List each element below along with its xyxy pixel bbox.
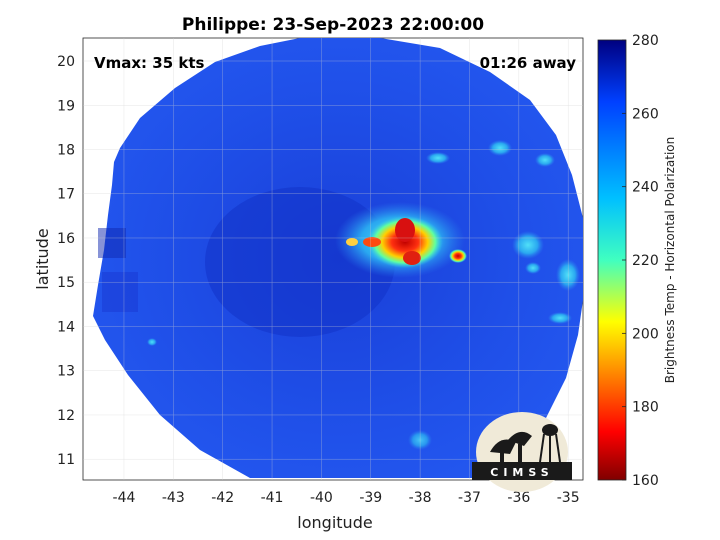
cold-cloud-top <box>363 237 381 247</box>
cold-cloud-top <box>395 218 415 242</box>
vmax-label: Vmax: 35 kts <box>94 54 204 72</box>
cloud-patch <box>548 312 572 324</box>
colorbar-tick-label: 180 <box>632 400 659 416</box>
y-axis-label: latitude <box>33 228 52 289</box>
cold-cloud-top <box>346 238 358 246</box>
y-tick-label: 15 <box>57 275 75 291</box>
cold-cloud-top <box>449 249 467 263</box>
y-tick-label: 11 <box>57 452 75 468</box>
grid <box>83 38 583 480</box>
colorbar <box>597 39 627 481</box>
x-tick-label: -41 <box>261 490 284 506</box>
logo-text: CIMSS <box>490 466 553 479</box>
colorbar-tick-label: 260 <box>632 106 659 122</box>
colorbar-tick-label: 280 <box>632 33 659 49</box>
cloud-patch <box>488 140 512 156</box>
y-tick-label: 20 <box>57 54 75 70</box>
x-axis-label: longitude <box>297 513 372 532</box>
swath-layer <box>93 38 583 478</box>
x-tick-label: -38 <box>409 490 432 506</box>
x-tick-label: -37 <box>458 490 481 506</box>
y-tick-label: 13 <box>57 364 75 380</box>
colorbar-tick-label: 220 <box>632 253 659 269</box>
colorbar-tick-label: 240 <box>632 180 659 196</box>
y-tick-label: 14 <box>57 319 75 335</box>
cloud-patch <box>512 231 544 259</box>
y-tick-label: 17 <box>57 187 75 203</box>
y-tick-labels: 11 12 13 14 15 16 17 18 19 20 <box>57 54 75 468</box>
cloud-patch <box>535 153 555 167</box>
x-tick-labels: -44 -43 -42 -41 -40 -39 -38 -37 -36 -35 <box>113 490 580 506</box>
y-tick-label: 19 <box>57 98 75 114</box>
x-tick-label: -42 <box>211 490 234 506</box>
colorbar-tick-label: 200 <box>632 326 659 342</box>
cimss-logo: CIMSS <box>472 412 572 492</box>
colorbar-ticks: 160 180 200 220 240 260 280 <box>622 33 659 489</box>
colorbar-tick-label: 160 <box>632 473 659 489</box>
time-away-label: 01:26 away <box>480 54 577 72</box>
x-tick-label: -36 <box>507 490 530 506</box>
cloud-patch <box>525 262 541 274</box>
cloud-patch <box>426 152 450 164</box>
x-tick-label: -40 <box>310 490 333 506</box>
x-tick-label: -44 <box>113 490 136 506</box>
x-tick-label: -39 <box>359 490 382 506</box>
colorbar-label: Brightness Temp - Horizontal Polarizatio… <box>663 137 677 384</box>
y-tick-label: 16 <box>57 231 75 247</box>
chart-title: Philippe: 23-Sep-2023 22:00:00 <box>182 15 484 35</box>
cold-cloud-top <box>403 251 421 265</box>
cloud-patch <box>147 338 157 346</box>
x-tick-label: -35 <box>557 490 580 506</box>
y-tick-label: 12 <box>57 408 75 424</box>
x-tick-label: -43 <box>162 490 185 506</box>
y-tick-label: 18 <box>57 142 75 158</box>
